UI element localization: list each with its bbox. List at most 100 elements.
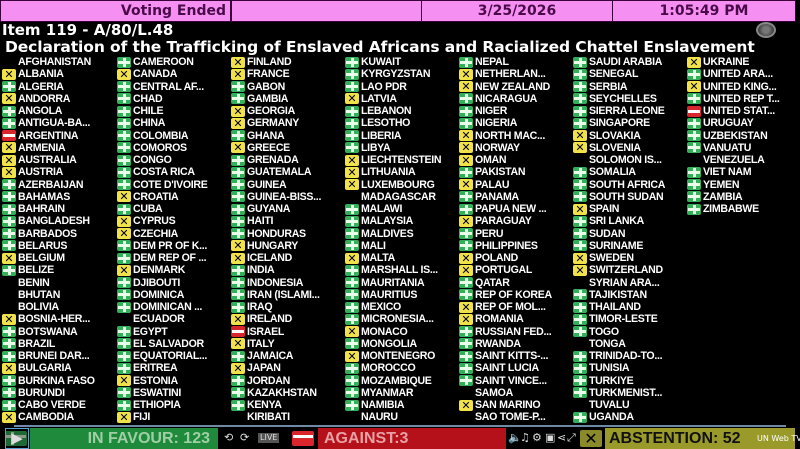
country-row: ✕ FRANCE [231, 68, 321, 80]
fullscreen-icon[interactable]: ⤢ [567, 431, 576, 444]
yes-plus-icon [459, 117, 473, 129]
country-row: SURINAME [573, 240, 665, 252]
country-row: BENIN [2, 277, 95, 289]
yes-plus-icon [459, 56, 473, 68]
country-row: ERITREA [117, 362, 208, 374]
abstain-x-icon: ✕ [2, 313, 16, 325]
country-row: HONDURAS [231, 228, 321, 240]
country-name: QATAR [475, 276, 510, 289]
country-row: ✕ FIJI [117, 411, 208, 423]
abstain-x-icon: ✕ [459, 301, 473, 313]
yes-plus-icon [2, 191, 16, 203]
country-row: ✕ PARAGUAY [459, 215, 552, 227]
yes-plus-icon [345, 130, 359, 142]
yes-plus-icon [117, 203, 131, 215]
abstain-x-icon: ✕ [459, 313, 473, 325]
no-vote-blank [2, 302, 16, 313]
video-progress-bar[interactable] [14, 425, 786, 427]
play-button[interactable]: ▶ [5, 428, 29, 449]
country-name: MARSHALL IS... [361, 264, 438, 277]
vote-column: CAMEROON ✕ CANADA CENTRAL AF... CHAD CHILE CHI… [117, 56, 208, 424]
abstain-x-icon: ✕ [2, 93, 16, 105]
share-icon[interactable]: ⋖ [557, 431, 567, 444]
country-row: ✕ LATVIA [345, 93, 441, 105]
yes-plus-icon [231, 301, 245, 313]
country-row: MARSHALL IS... [345, 264, 441, 276]
yes-plus-icon [117, 252, 131, 264]
abstain-x-icon: ✕ [231, 142, 245, 154]
in-favour-label: IN FAVOUR: 123 [87, 430, 210, 447]
no-minus-icon [231, 326, 245, 338]
live-badge[interactable]: LIVE [258, 433, 280, 443]
country-name: CHAD [133, 92, 163, 105]
country-name: BHUTAN [18, 288, 61, 301]
country-name: LAO PDR [361, 80, 407, 93]
country-name: VENEZUELA [703, 154, 765, 167]
country-row: MONGOLIA [345, 338, 441, 350]
yes-plus-icon [2, 215, 16, 227]
country-name: SAINT KITTS-... [475, 350, 549, 363]
country-row: VANUATU [687, 142, 780, 154]
abstain-x-icon: ✕ [459, 154, 473, 166]
yes-plus-icon [2, 350, 16, 362]
abstain-x-icon: ✕ [2, 68, 16, 80]
country-row: KAZAKHSTAN [231, 387, 321, 399]
yes-plus-icon [231, 228, 245, 240]
country-row: ✕ SWEDEN [573, 252, 665, 264]
country-row: MYANMAR [345, 387, 441, 399]
abstain-x-icon: ✕ [117, 68, 131, 80]
country-name: TUVALU [589, 399, 630, 412]
country-row: CONGO [117, 154, 208, 166]
country-name: PARAGUAY [475, 215, 532, 228]
country-name: AUSTRALIA [18, 154, 77, 167]
country-name: NORTH MAC... [475, 129, 545, 142]
country-name: BAHAMAS [18, 190, 71, 203]
country-row: COSTA RICA [117, 166, 208, 178]
country-row: CENTRAL AF... [117, 81, 208, 93]
country-row: NAMIBIA [345, 399, 441, 411]
country-name: TUNISIA [589, 362, 630, 375]
country-row: SAINT VINCE... [459, 375, 552, 387]
abstain-x-icon: ✕ [2, 142, 16, 154]
no-vote-blank [117, 314, 131, 325]
yes-plus-icon [345, 81, 359, 93]
country-row: ✕ BULGARIA [2, 362, 95, 374]
yes-plus-icon [573, 240, 587, 252]
country-row: ✕ JAPAN [231, 362, 321, 374]
country-row: DJIBOUTI [117, 277, 208, 289]
country-name: CHINA [133, 117, 166, 130]
country-row: ✕ NETHERLAN... [459, 68, 552, 80]
country-name: ECUADOR [133, 313, 185, 326]
yes-plus-icon [117, 142, 131, 154]
picture-in-picture-icon[interactable]: ▣ [545, 431, 556, 444]
status-cell: Voting Ended [0, 0, 231, 22]
country-name: GABON [247, 80, 285, 93]
yes-plus-icon [231, 93, 245, 105]
country-name: INDIA [247, 264, 275, 277]
forward-icon[interactable]: ⟳ [240, 431, 250, 444]
abstain-x-icon: ✕ [345, 179, 359, 191]
yes-plus-icon [231, 179, 245, 191]
country-name: KAZAKHSTAN [247, 386, 317, 399]
yes-plus-icon [117, 117, 131, 129]
music-icon[interactable]: ♫ [520, 431, 530, 444]
un-web-tv-logo[interactable]: UN Web TV [757, 434, 800, 443]
country-row: IRAQ [231, 301, 321, 313]
country-name: BURKINA FASO [18, 374, 95, 387]
vote-date: 3/25/2026 [477, 3, 557, 19]
country-name: CHILE [133, 105, 164, 118]
rewind-icon[interactable]: ⟲ [224, 431, 234, 444]
country-name: ESWATINI [133, 386, 182, 399]
volume-icon[interactable]: 🔈 [508, 431, 522, 444]
country-name: ERITREA [133, 362, 178, 375]
country-name: BELARUS [18, 239, 68, 252]
country-name: NAMIBIA [361, 399, 405, 412]
country-name: RWANDA [475, 337, 521, 350]
settings-icon[interactable]: ⚙ [532, 431, 542, 444]
country-row: LEBANON [345, 105, 441, 117]
yes-plus-icon [345, 375, 359, 387]
yes-plus-icon [345, 301, 359, 313]
country-name: UKRAINE [703, 56, 750, 69]
yes-plus-icon [573, 215, 587, 227]
abstention-label: ABSTENTION: 52 [609, 430, 741, 447]
